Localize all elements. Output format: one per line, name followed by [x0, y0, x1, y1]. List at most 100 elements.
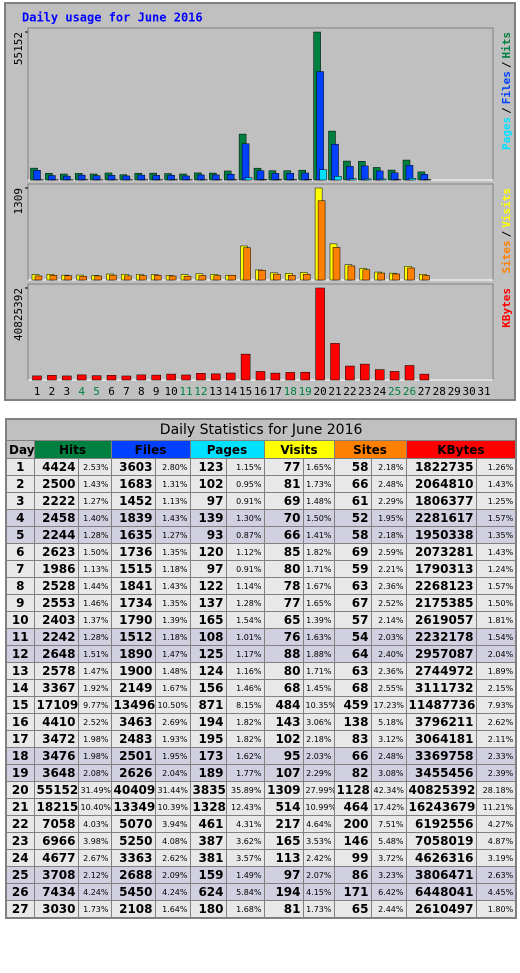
percent-cell: 31.49%: [77, 781, 112, 799]
value-cell: 59: [333, 560, 372, 578]
bar: [408, 178, 417, 181]
bar: [33, 170, 41, 181]
x-tick-label: 30: [462, 385, 475, 398]
percent-cell: 6.42%: [370, 883, 407, 901]
bar: [213, 275, 222, 281]
value-cell: 2610497: [405, 900, 477, 919]
percent-cell: 17.42%: [370, 798, 407, 816]
percent-cell: 1.67%: [302, 577, 335, 595]
value-cell: 69: [333, 543, 372, 561]
percent-cell: 3.06%: [302, 713, 335, 731]
bar: [197, 174, 205, 181]
legend: KBytes: [500, 288, 513, 328]
percent-cell: 2.59%: [370, 543, 407, 561]
bar: [407, 267, 415, 281]
value-cell: 171: [333, 883, 372, 901]
percent-cell: 1.77%: [225, 764, 265, 782]
value-cell: 66: [263, 526, 304, 544]
percent-cell: 1.73%: [302, 900, 335, 919]
value-cell: 80: [263, 662, 304, 680]
percent-cell: 3.12%: [370, 730, 407, 748]
percent-cell: 2.67%: [77, 849, 112, 867]
data-row: 4 2458 1.40% 1839 1.43% 139 1.30% 70 1.50% 52 1.95…: [5, 509, 517, 527]
percent-cell: 4.87%: [475, 832, 517, 850]
bar: [91, 375, 102, 381]
x-tick-label: 26: [403, 385, 416, 398]
x-tick-label: 7: [123, 385, 130, 398]
day-cell: 15: [5, 696, 35, 714]
percent-cell: 5.48%: [370, 832, 407, 850]
percent-cell: 2.39%: [475, 764, 517, 782]
data-row: 16 4410 2.52% 3463 2.69% 194 1.82% 143 3.06% 138 5…: [5, 713, 517, 731]
data-row: 26 7434 4.24% 5450 4.24% 624 5.84% 194 4.15% 171 6…: [5, 883, 517, 901]
percent-cell: 1.18%: [154, 560, 191, 578]
percent-cell: 4.24%: [154, 883, 191, 901]
percent-cell: 28.18%: [475, 781, 517, 799]
percent-cell: 1.14%: [225, 577, 265, 595]
value-cell: 4626316: [405, 849, 477, 867]
percent-cell: 10.39%: [154, 798, 191, 816]
percent-cell: 2.04%: [154, 764, 191, 782]
data-row: 15 17109 9.77% 13496 10.50% 871 8.15% 484 10.35%…: [5, 696, 517, 714]
x-tick-label: 27: [418, 385, 431, 398]
legend-separator: /: [500, 230, 513, 237]
data-row: 5 2244 1.28% 1635 1.27% 93 0.87% 66 1.41% 58 2.18%…: [5, 526, 517, 544]
x-tick-label: 29: [448, 385, 461, 398]
bar: [334, 176, 342, 181]
value-cell: 3030: [33, 900, 79, 919]
x-tick-label: 8: [138, 385, 145, 398]
bar: [139, 275, 147, 281]
value-cell: 2578: [33, 662, 79, 680]
value-cell: 18215: [33, 798, 79, 816]
value-cell: 40825392: [405, 781, 477, 799]
percent-cell: 5.18%: [370, 713, 407, 731]
percent-cell: 3.08%: [370, 764, 407, 782]
bar: [153, 275, 162, 281]
x-tick-label: 15: [239, 385, 252, 398]
percent-cell: 1.81%: [475, 611, 517, 629]
percent-cell: 1.13%: [154, 492, 191, 510]
percent-cell: 1.15%: [225, 458, 265, 476]
day-cell: 6: [5, 543, 35, 561]
day-cell: 26: [5, 883, 35, 901]
bar: [347, 265, 356, 281]
value-cell: 3363: [110, 849, 156, 867]
bar: [404, 365, 415, 381]
header-cell: Pages: [189, 440, 265, 459]
percent-cell: 0.95%: [225, 475, 265, 493]
percent-cell: 1.63%: [302, 628, 335, 646]
percent-cell: 42.34%: [370, 781, 407, 799]
percent-cell: 2.18%: [370, 526, 407, 544]
percent-cell: 1.64%: [154, 900, 191, 919]
percent-cell: 1.65%: [302, 594, 335, 612]
percent-cell: 2.09%: [154, 866, 191, 884]
legend-entry: Pages: [500, 117, 513, 150]
percent-cell: 3.23%: [370, 866, 407, 884]
day-cell: 3: [5, 492, 35, 510]
bar: [168, 275, 177, 281]
percent-cell: 1.95%: [154, 747, 191, 765]
value-cell: 461: [189, 815, 227, 833]
value-cell: 1806377: [405, 492, 477, 510]
value-cell: 81: [263, 475, 304, 493]
percent-cell: 1.73%: [77, 900, 112, 919]
value-cell: 194: [263, 883, 304, 901]
bar: [121, 375, 132, 381]
bar: [34, 275, 43, 281]
value-cell: 2957087: [405, 645, 477, 663]
value-cell: 99: [333, 849, 372, 867]
percent-cell: 4.64%: [302, 815, 335, 833]
value-cell: 66: [333, 475, 372, 493]
value-cell: 97: [189, 560, 227, 578]
percent-cell: 1.41%: [302, 526, 335, 544]
value-cell: 7058019: [405, 832, 477, 850]
bar: [362, 269, 371, 281]
percent-cell: 2.14%: [370, 611, 407, 629]
day-cell: 1: [5, 458, 35, 476]
value-cell: 13496: [110, 696, 156, 714]
percent-cell: 1.45%: [302, 679, 335, 697]
x-tick-label: 23: [358, 385, 371, 398]
value-cell: 173: [189, 747, 227, 765]
percent-cell: 1.98%: [77, 730, 112, 748]
header-cell: Day: [5, 440, 35, 459]
